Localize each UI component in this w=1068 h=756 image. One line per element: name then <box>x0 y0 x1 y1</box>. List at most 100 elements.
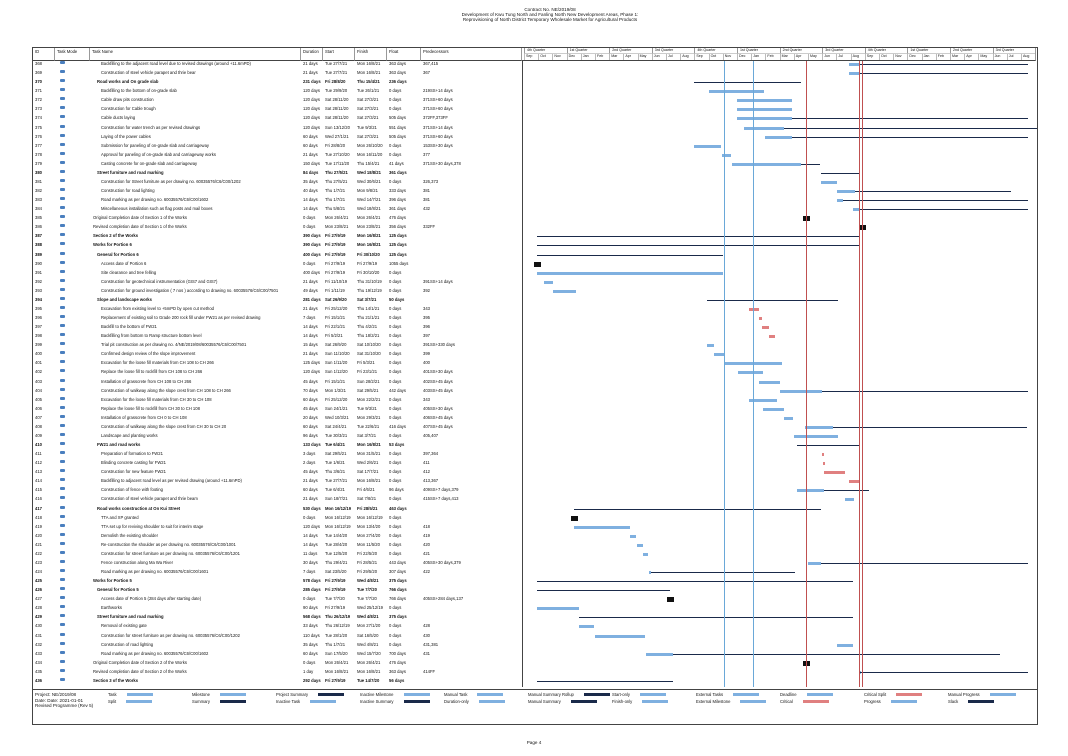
cell-pred: 432 <box>423 206 430 212</box>
cell-dur: 35 days <box>303 641 318 647</box>
cell-pred: 372FF,373FF <box>423 115 448 121</box>
legend-label: Progress <box>864 699 881 704</box>
task-bar[interactable] <box>736 99 793 103</box>
cell-start: Tue 27/10/20 <box>325 151 350 157</box>
task-bar[interactable] <box>630 534 637 538</box>
summary-bar[interactable] <box>796 445 859 447</box>
col-id[interactable]: ID <box>33 48 55 61</box>
summary-bar[interactable] <box>537 236 859 238</box>
task-bar[interactable] <box>537 271 724 275</box>
task-bar[interactable] <box>805 425 833 429</box>
task-bar[interactable] <box>759 380 780 384</box>
task-bar[interactable] <box>537 607 579 611</box>
task-bar[interactable] <box>743 126 784 130</box>
col-finish[interactable]: Finish <box>355 48 387 61</box>
task-bar[interactable] <box>837 199 844 203</box>
task-bar[interactable] <box>820 180 837 184</box>
cell-name: Access date of Portion 6 <box>101 260 147 266</box>
summary-bar[interactable] <box>693 82 802 84</box>
cell-start: Tue 6/4/21 <box>325 487 345 493</box>
task-bar[interactable] <box>579 625 595 629</box>
month-label: Jan <box>580 54 595 60</box>
legend-label: Slack <box>948 699 959 704</box>
task-mode-icon <box>60 206 65 210</box>
task-bar[interactable] <box>553 289 576 293</box>
task-bar[interactable] <box>731 162 802 166</box>
col-predecessors[interactable]: Predecessors <box>421 48 522 61</box>
task-bar[interactable] <box>721 153 732 157</box>
col-task-name[interactable]: Task Name <box>90 48 301 61</box>
task-mode-icon <box>60 369 65 373</box>
cell-name: Access date of Portion 5 (284 days after… <box>101 596 202 602</box>
cell-finish: Mon 26/10/20 <box>357 142 383 148</box>
task-bar[interactable] <box>784 416 794 420</box>
summary-bar[interactable] <box>537 254 724 256</box>
cell-finish: Mon 16/8/21 <box>357 242 381 248</box>
summary-bar[interactable] <box>537 680 673 682</box>
critical-task-bar[interactable] <box>821 453 824 457</box>
col-duration[interactable]: Duration <box>301 48 323 61</box>
task-bar[interactable] <box>845 498 855 502</box>
task-bar[interactable] <box>853 208 860 212</box>
summary-bar[interactable] <box>574 508 822 510</box>
cell-dur: 0 days <box>303 215 316 221</box>
legend-label: Inactive Task <box>276 699 301 704</box>
summary-bar[interactable] <box>537 245 859 247</box>
task-bar[interactable] <box>594 634 646 638</box>
col-start[interactable]: Start <box>323 48 355 61</box>
summary-bar[interactable] <box>820 172 860 174</box>
col-task-mode[interactable]: Task Mode <box>55 48 90 61</box>
summary-bar[interactable] <box>707 299 838 301</box>
summary-bar[interactable] <box>537 581 853 583</box>
task-bar[interactable] <box>837 190 856 193</box>
critical-task-bar[interactable] <box>823 462 826 466</box>
task-bar[interactable] <box>849 72 859 76</box>
cell-start: Fri 1/11/19 <box>325 287 345 293</box>
cell-float: 0 days <box>389 496 402 502</box>
task-bar[interactable] <box>643 552 649 556</box>
task-bar[interactable] <box>780 389 822 393</box>
task-bar[interactable] <box>738 371 763 375</box>
task-bar[interactable] <box>736 117 793 121</box>
critical-task-bar[interactable] <box>762 326 769 330</box>
task-bar[interactable] <box>645 652 674 656</box>
task-bar[interactable] <box>849 63 859 66</box>
quarter-label: 1st Quarter <box>737 48 780 54</box>
task-bar[interactable] <box>763 407 784 411</box>
cell-id: 419 <box>35 523 42 529</box>
task-bar[interactable] <box>707 344 714 348</box>
task-bar[interactable] <box>636 543 644 547</box>
month-label: Oct <box>708 54 723 60</box>
critical-task-bar[interactable] <box>749 307 759 311</box>
critical-task-bar[interactable] <box>759 317 762 321</box>
cell-name: Construction for road lighting <box>101 188 155 193</box>
milestone-marker[interactable] <box>666 597 674 603</box>
task-bar[interactable] <box>793 434 838 438</box>
task-bar[interactable] <box>708 90 765 94</box>
cell-finish: Sat 31/10/20 <box>357 351 381 357</box>
critical-task-bar[interactable] <box>824 471 845 475</box>
task-mode-icon <box>60 124 65 128</box>
task-bar[interactable] <box>736 108 793 112</box>
summary-bar[interactable] <box>579 617 853 619</box>
task-bar[interactable] <box>749 398 777 402</box>
task-bar[interactable] <box>693 144 722 148</box>
critical-task-bar[interactable] <box>768 335 776 339</box>
cell-finish: Wed 4/8/21 <box>357 641 379 647</box>
cell-dur: 96 days <box>303 432 318 438</box>
milestone-marker[interactable] <box>571 515 579 521</box>
task-bar[interactable] <box>543 280 553 284</box>
critical-task-bar[interactable] <box>849 480 859 484</box>
task-bar[interactable] <box>714 353 724 357</box>
col-float[interactable]: Float <box>387 48 421 61</box>
summary-bar[interactable] <box>537 590 670 592</box>
task-bar[interactable] <box>796 489 825 493</box>
task-bar[interactable] <box>648 571 652 575</box>
cell-dur: 110 days <box>303 632 320 638</box>
milestone-marker[interactable] <box>534 261 542 267</box>
task-bar[interactable] <box>837 643 853 647</box>
task-bar[interactable] <box>574 525 630 529</box>
task-bar[interactable] <box>807 561 822 565</box>
task-bar[interactable] <box>764 135 793 139</box>
cell-dur: 21 days <box>303 61 318 66</box>
